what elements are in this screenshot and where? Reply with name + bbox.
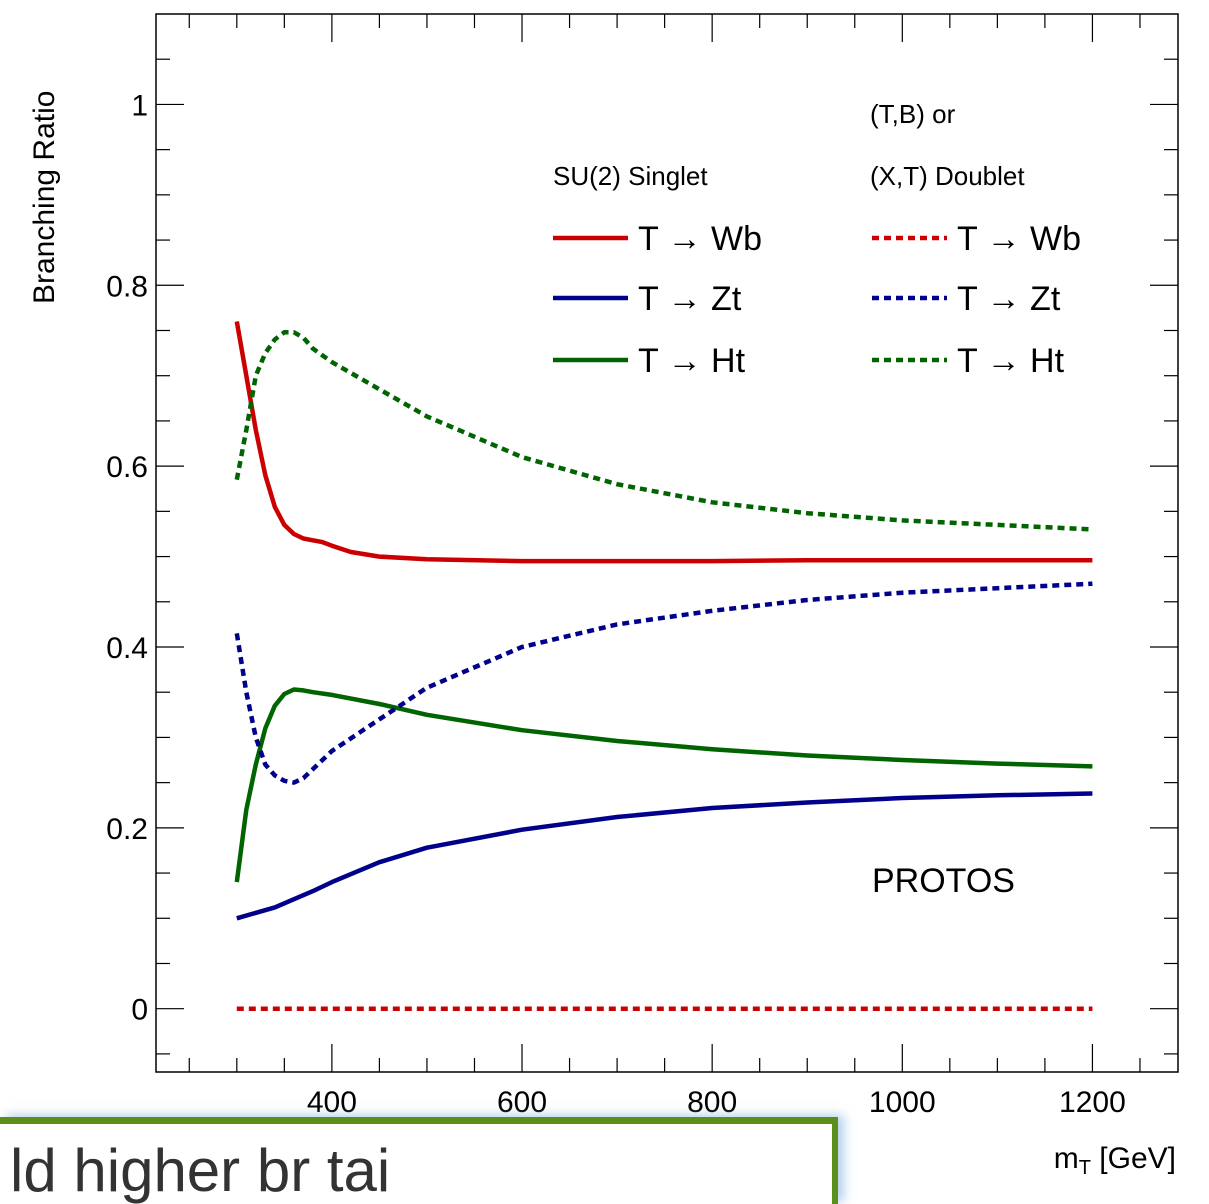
legend-header: SU(2) Singlet: [553, 161, 708, 191]
plot-frame: [155, 13, 1179, 1073]
x-axis-title: mT [GeV]: [1054, 1142, 1176, 1179]
legend-entry: T → Wb: [957, 220, 1081, 258]
series-line-singlet-tht: [234, 687, 1093, 883]
y-tick-label: 0.6: [106, 451, 148, 484]
y-tick-label: 0.2: [106, 813, 148, 846]
y-tick-label: 0: [131, 994, 148, 1027]
legend-entry: T → Ht: [638, 342, 746, 380]
series-line-doublet-tht: [234, 330, 1093, 532]
protos-annotation: PROTOS: [872, 862, 1015, 900]
x-tick-label: 1000: [869, 1086, 936, 1119]
series-line-singlet-tzt: [236, 791, 1093, 921]
y-tick-label: 0.8: [106, 270, 148, 303]
x-tick-label: 800: [687, 1086, 737, 1119]
legend-entry: T → Zt: [957, 280, 1061, 318]
x-tick-label: 1200: [1059, 1086, 1126, 1119]
y-tick-label: 1: [131, 89, 148, 122]
legend-entry: T → Zt: [638, 280, 742, 318]
legend-header: (T,B) or: [870, 99, 956, 129]
y-axis-title: Branching Ratio: [28, 91, 61, 304]
series-line-singlet-twb: [234, 321, 1093, 564]
slide-text-box: ld higher br tai: [0, 1117, 838, 1204]
x-tick-label: 400: [307, 1086, 357, 1119]
legend-entry: T → Wb: [638, 220, 762, 258]
x-tick-label: 600: [497, 1086, 547, 1119]
y-tick-label: 0.4: [106, 632, 148, 665]
slide-text: ld higher br tai: [10, 1137, 391, 1204]
legend-header: (X,T) Doublet: [870, 161, 1025, 191]
legend-entry: T → Ht: [957, 342, 1065, 380]
series-line-doublet-tzt: [234, 581, 1093, 785]
